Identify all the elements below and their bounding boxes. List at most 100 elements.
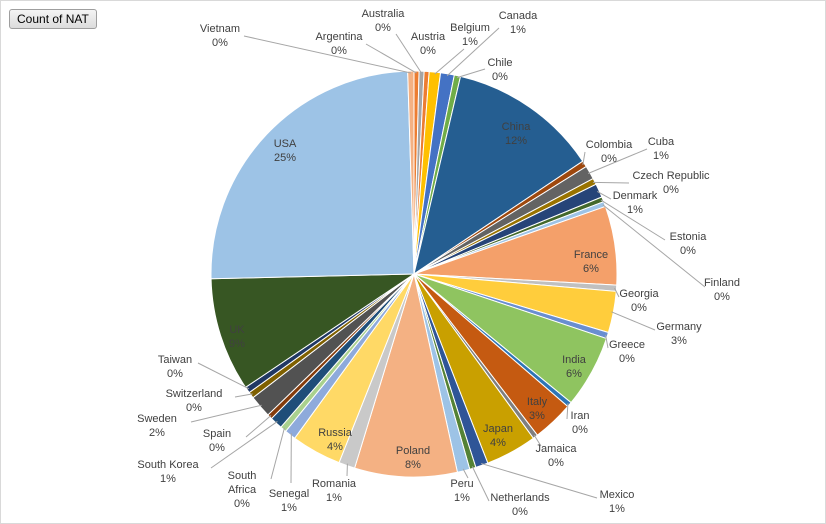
data-label-sweden: Sweden 2% bbox=[137, 413, 177, 439]
label-category: France bbox=[574, 249, 608, 261]
leader-line-jamaica bbox=[533, 434, 542, 447]
data-label-italy: Italy 3% bbox=[527, 396, 548, 422]
label-percent: 1% bbox=[454, 492, 470, 504]
label-percent: 1% bbox=[609, 503, 625, 515]
data-labels: Argentina 0% Australia 0% Austria 0% Belgium 1%… bbox=[137, 8, 740, 518]
label-category: Switzerland bbox=[166, 388, 223, 400]
data-label-mexico: Mexico 1% bbox=[600, 489, 635, 515]
label-category: UK bbox=[229, 324, 245, 336]
data-label-japan: Japan 4% bbox=[483, 423, 513, 449]
label-percent: 0% bbox=[512, 506, 528, 518]
label-percent: 1% bbox=[462, 36, 478, 48]
label-percent: 0% bbox=[167, 368, 183, 380]
pie-slice-china[interactable] bbox=[413, 75, 584, 276]
label-category: Vietnam bbox=[200, 23, 240, 35]
label-category: Netherlands bbox=[490, 492, 550, 504]
leader-line-vietnam bbox=[243, 35, 411, 74]
leader-line-australia bbox=[395, 33, 422, 74]
label-category: Poland bbox=[396, 445, 430, 457]
leader-line-iran bbox=[566, 403, 569, 420]
label-percent: 6% bbox=[566, 368, 582, 380]
label-percent: 1% bbox=[653, 150, 669, 162]
label-percent: 0% bbox=[601, 153, 617, 165]
label-category: Iran bbox=[571, 410, 590, 422]
data-label-south-korea: South Korea 1% bbox=[137, 459, 199, 485]
label-percent: 0% bbox=[680, 245, 696, 257]
label-percent: 0% bbox=[663, 184, 679, 196]
leader-line-belgium bbox=[434, 48, 465, 75]
data-label-finland: Finland 0% bbox=[704, 277, 740, 303]
label-percent: 3% bbox=[671, 335, 687, 347]
leader-line-taiwan bbox=[197, 362, 250, 390]
label-percent: 0% bbox=[331, 45, 347, 57]
leader-line-sweden bbox=[190, 404, 262, 423]
leader-line-canada bbox=[446, 27, 500, 77]
leader-line-cuba bbox=[587, 148, 648, 174]
data-label-canada: Canada 1% bbox=[499, 10, 538, 36]
leader-line-mexico bbox=[481, 462, 598, 499]
label-percent: 0% bbox=[619, 353, 635, 365]
data-label-colombia: Colombia 0% bbox=[586, 139, 633, 165]
label-category: Taiwan bbox=[158, 354, 192, 366]
data-label-south-africa: South Africa 0% bbox=[228, 470, 257, 510]
label-percent: 0% bbox=[234, 498, 250, 510]
leader-line-peru bbox=[462, 468, 469, 479]
leader-line-estonia bbox=[600, 199, 666, 241]
pie-slice-poland[interactable] bbox=[353, 272, 459, 478]
label-percent: 0% bbox=[375, 22, 391, 34]
label-category: Russia bbox=[318, 427, 353, 439]
label-percent: 4% bbox=[490, 437, 506, 449]
data-label-iran: Iran 0% bbox=[571, 410, 590, 436]
count-of-nat-field-button[interactable]: Count of NAT bbox=[9, 9, 97, 29]
label-percent: 1% bbox=[281, 502, 297, 514]
label-category: Chile bbox=[487, 57, 512, 69]
label-category: Belgium bbox=[450, 22, 490, 34]
data-label-peru: Peru 1% bbox=[450, 478, 473, 504]
label-category: Denmark bbox=[613, 190, 658, 202]
label-percent: 0% bbox=[714, 291, 730, 303]
leader-line-colombia bbox=[582, 151, 586, 166]
data-label-india: India 6% bbox=[562, 354, 587, 380]
label-category: South bbox=[228, 470, 257, 482]
label-percent: 4% bbox=[327, 441, 343, 453]
pie-slice-uk[interactable] bbox=[210, 273, 416, 389]
label-category: Australia bbox=[362, 8, 406, 20]
data-label-netherlands: Netherlands 0% bbox=[490, 492, 550, 518]
pie-slice-usa[interactable] bbox=[210, 70, 415, 280]
label-category: Argentina bbox=[315, 31, 363, 43]
label-percent: 0% bbox=[209, 442, 225, 454]
label-category: Czech Republic bbox=[632, 170, 710, 182]
label-percent: 2% bbox=[149, 427, 165, 439]
data-label-greece: Greece 0% bbox=[609, 339, 645, 365]
data-label-australia: Australia 0% bbox=[362, 8, 406, 34]
data-label-germany: Germany 3% bbox=[656, 321, 702, 347]
label-percent: 0% bbox=[572, 424, 588, 436]
leader-line-greece bbox=[605, 334, 609, 349]
label-category: South Korea bbox=[137, 459, 199, 471]
label-percent: 6% bbox=[583, 263, 599, 275]
data-label-taiwan: Taiwan 0% bbox=[158, 354, 192, 380]
data-label-france: France 6% bbox=[574, 249, 608, 275]
leader-line-south-korea bbox=[210, 421, 278, 469]
label-percent: 25% bbox=[274, 152, 296, 164]
label-category: Canada bbox=[499, 10, 538, 22]
label-category: Spain bbox=[203, 428, 231, 440]
data-label-czech-republic: Czech Republic 0% bbox=[632, 170, 710, 196]
data-label-romania: Romania 1% bbox=[312, 478, 357, 504]
label-category: Senegal bbox=[269, 488, 309, 500]
leader-line-finland bbox=[602, 204, 706, 288]
label-category: India bbox=[562, 354, 587, 366]
data-label-china: China 12% bbox=[502, 121, 532, 147]
leader-line-czech-republic bbox=[592, 181, 630, 184]
label-category: Italy bbox=[527, 396, 548, 408]
data-label-usa: USA 25% bbox=[274, 138, 297, 164]
data-label-uk: UK 9% bbox=[229, 324, 245, 350]
label-percent: 9% bbox=[229, 338, 245, 350]
label-percent: 12% bbox=[505, 135, 527, 147]
data-label-estonia: Estonia 0% bbox=[670, 231, 708, 257]
label-category: Sweden bbox=[137, 413, 177, 425]
label-percent: 1% bbox=[627, 204, 643, 216]
data-label-belgium: Belgium 1% bbox=[450, 22, 490, 48]
label-percent: 0% bbox=[492, 71, 508, 83]
